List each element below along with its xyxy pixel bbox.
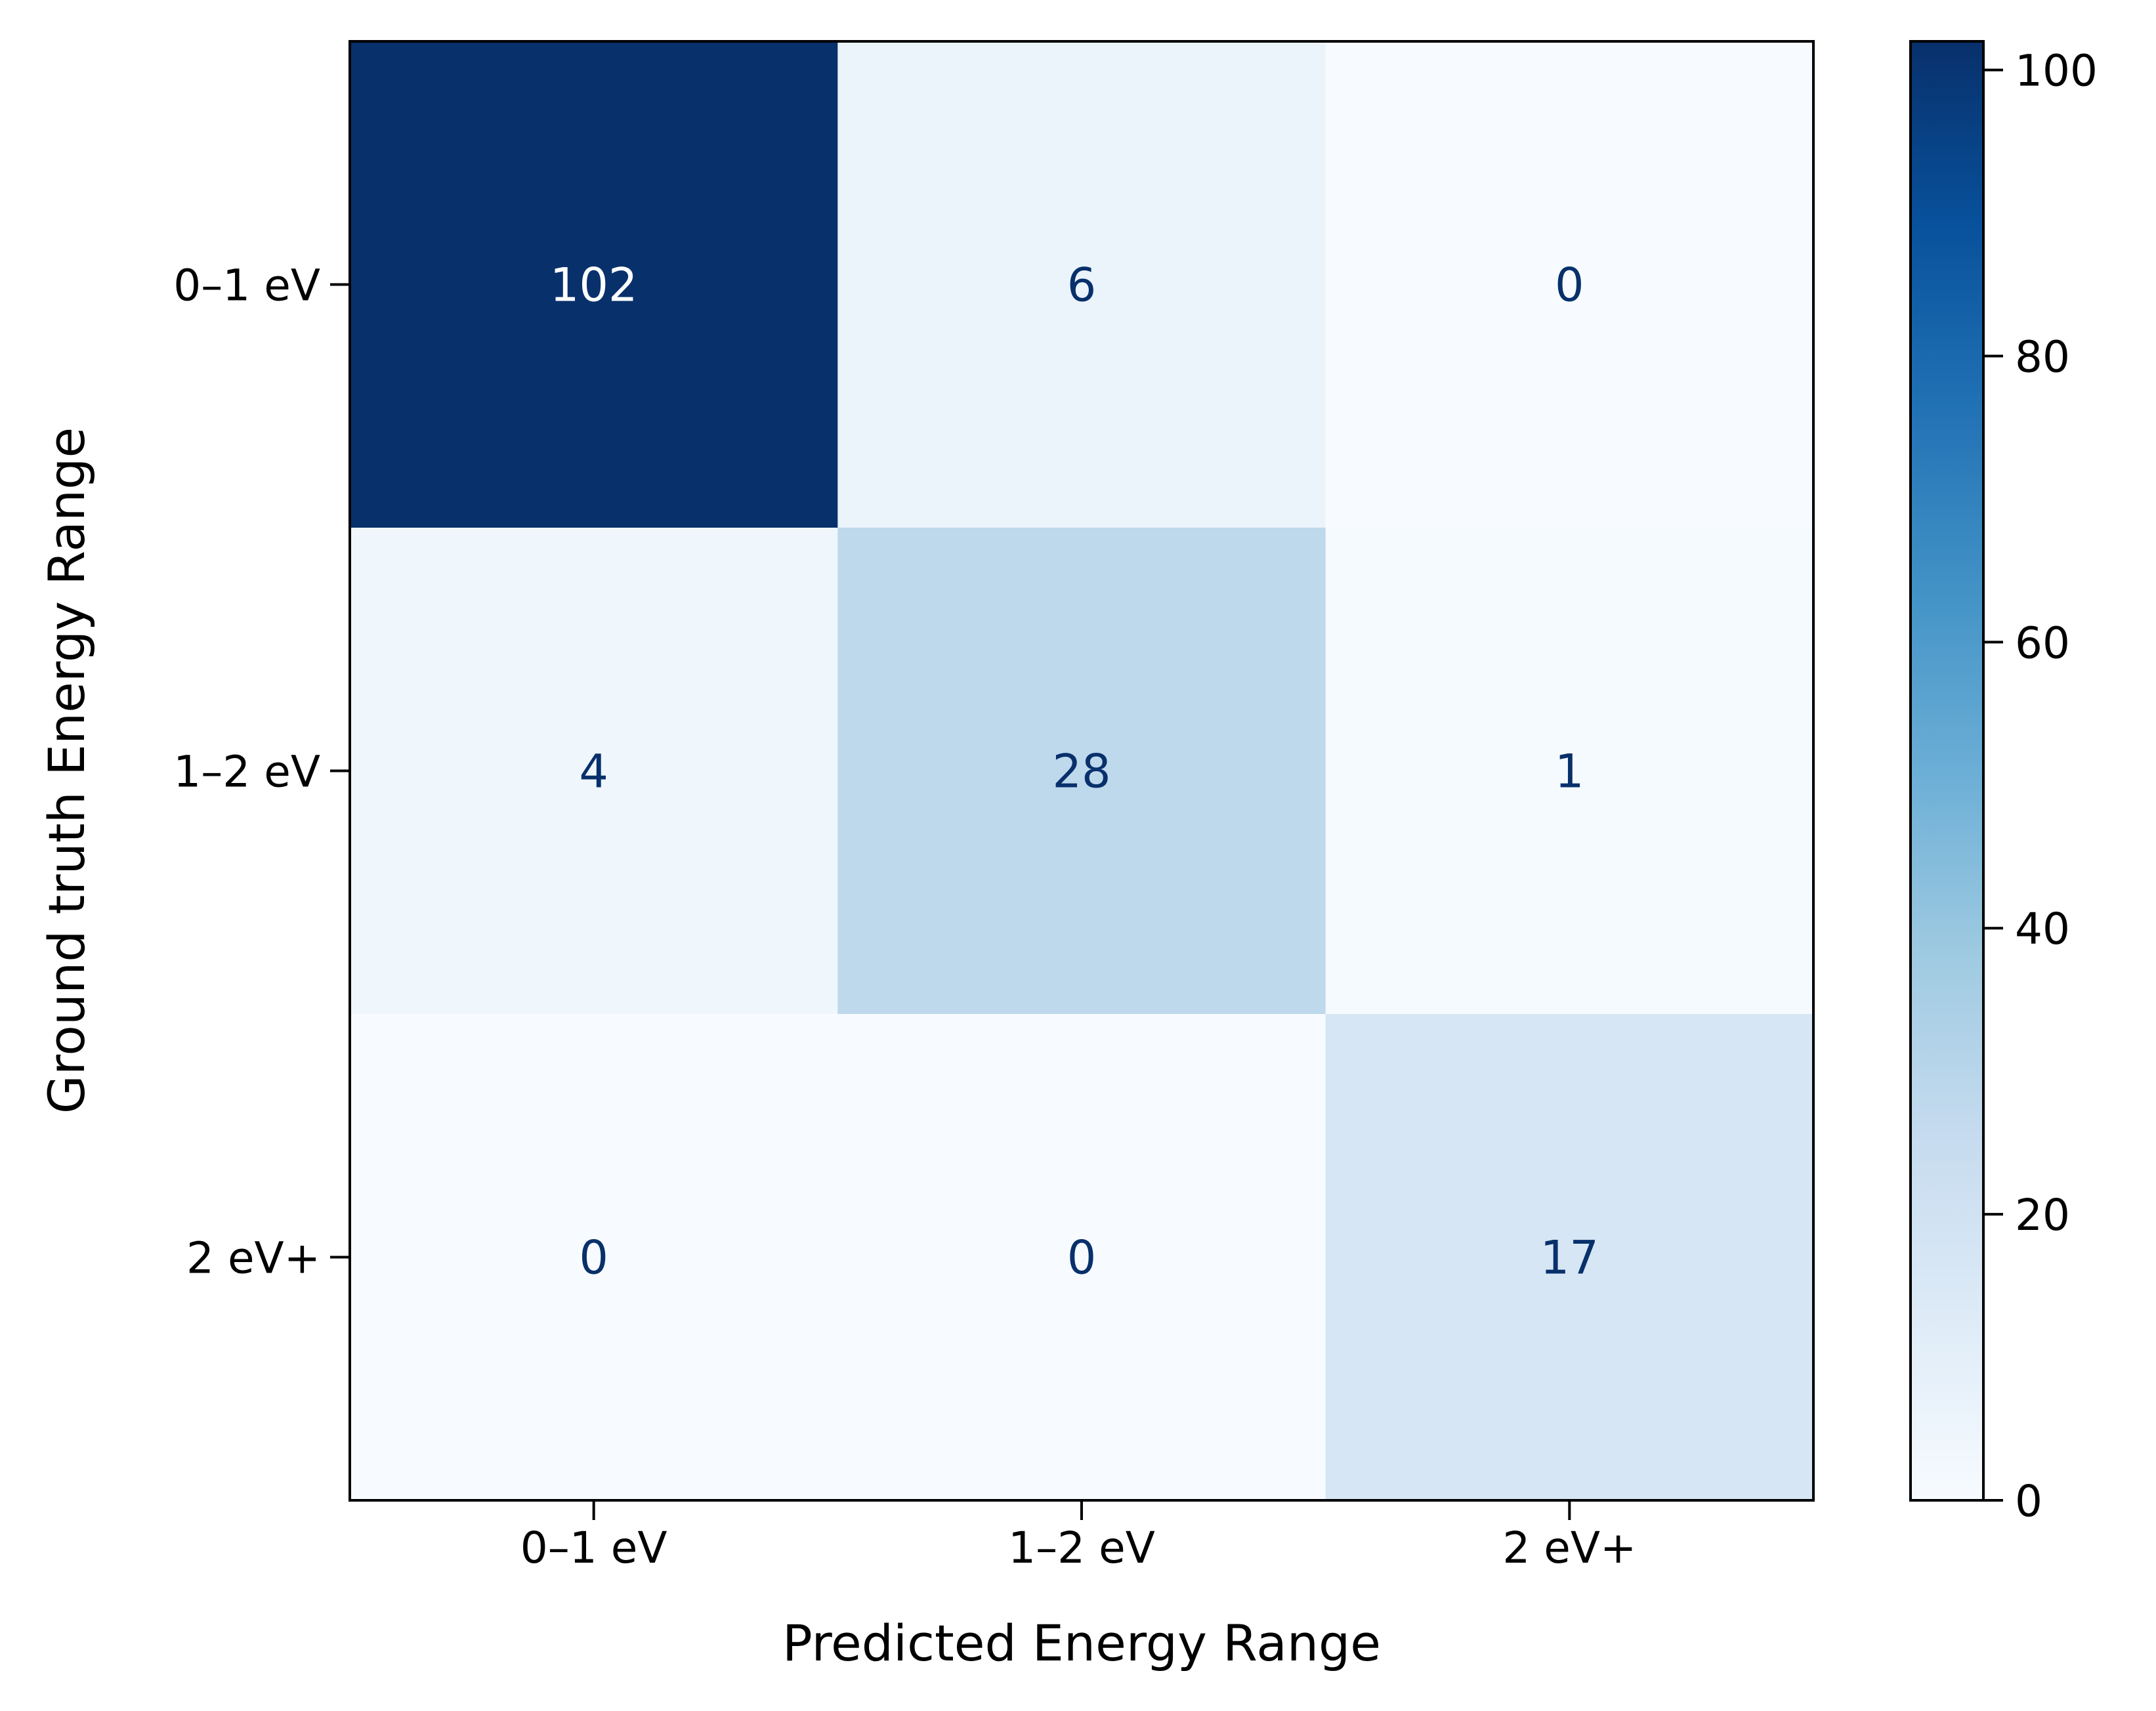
heatmap-cell-r1-c2 <box>1325 528 1814 1015</box>
y-tick-label: 0–1 eV <box>173 261 320 311</box>
cell-value-r2-c2: 17 <box>1540 1231 1599 1285</box>
heatmap-cell-r2-c1 <box>837 1014 1326 1501</box>
heatmap-cell-r0-c1 <box>837 41 1326 528</box>
x-tick-label: 1–2 eV <box>1008 1523 1155 1573</box>
cell-value-r1-c2: 1 <box>1555 745 1584 799</box>
cell-value-r0-c1: 6 <box>1067 259 1097 312</box>
colorbar-tick-label: 80 <box>2015 331 2070 382</box>
heatmap-cell-r0-c2 <box>1325 41 1814 528</box>
heatmap-cell-r2-c2 <box>1325 1014 1814 1501</box>
cell-value-r2-c0: 0 <box>579 1231 608 1285</box>
heatmap-cells <box>350 41 1814 1501</box>
heatmap-cell-r1-c1 <box>837 528 1326 1015</box>
y-axis-ticks: 0–1 eV 1–2 eV 2 eV+ <box>173 261 350 1284</box>
cell-value-labels: 102 6 0 4 28 1 0 0 17 <box>550 259 1599 1285</box>
cell-value-r0-c2: 0 <box>1555 259 1584 312</box>
x-tick-label: 2 eV+ <box>1502 1523 1636 1573</box>
colorbar-tick-label: 40 <box>2015 904 2070 954</box>
cell-value-r0-c0: 102 <box>550 259 638 312</box>
heatmap-cell-r2-c0 <box>350 1014 838 1501</box>
x-axis-ticks: 0–1 eV 1–2 eV 2 eV+ <box>520 1500 1636 1573</box>
x-axis-label: Predicted Energy Range <box>782 1614 1381 1672</box>
y-tick-label: 1–2 eV <box>173 747 320 797</box>
y-tick-label: 2 eV+ <box>186 1233 320 1284</box>
cell-value-r1-c1: 28 <box>1052 745 1110 799</box>
heatmap-cell-r0-c0 <box>350 41 838 528</box>
heatmap-cell-r1-c0 <box>350 528 838 1015</box>
colorbar-tick-label: 60 <box>2015 618 2070 668</box>
colorbar-tick-label: 20 <box>2015 1190 2070 1240</box>
y-axis-label: Ground truth Energy Range <box>37 427 96 1114</box>
colorbar-tick-label: 0 <box>2015 1476 2042 1527</box>
cell-value-r2-c1: 0 <box>1067 1231 1097 1285</box>
x-tick-label: 0–1 eV <box>520 1523 667 1573</box>
colorbar <box>1909 40 1985 1502</box>
colorbar-ticks: 0 20 40 60 80 100 <box>1983 46 2098 1527</box>
cell-value-r1-c0: 4 <box>579 745 608 799</box>
colorbar-tick-label: 100 <box>2015 46 2098 96</box>
